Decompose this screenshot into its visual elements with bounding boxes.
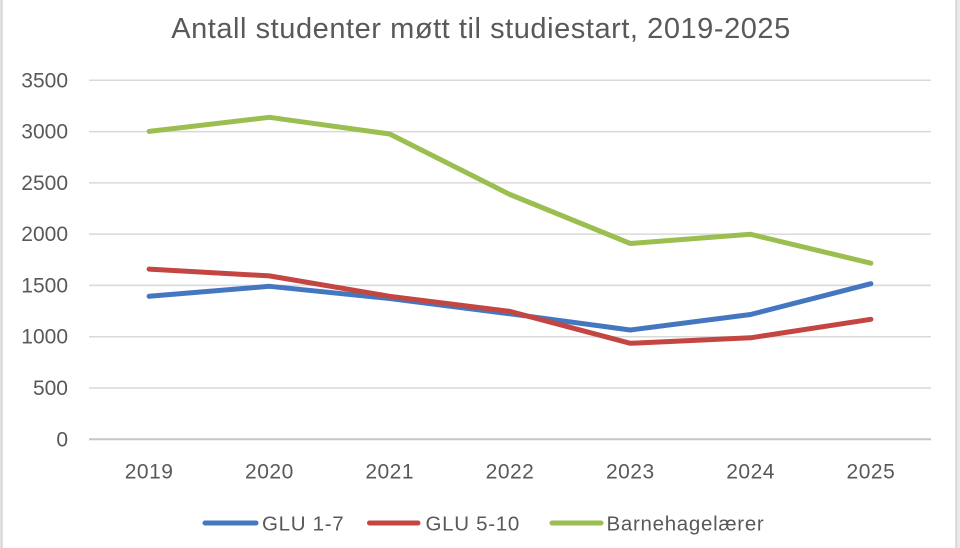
svg-text:2021: 2021 xyxy=(365,460,414,483)
svg-text:500: 500 xyxy=(33,377,68,400)
svg-text:2025: 2025 xyxy=(847,460,896,483)
svg-text:2020: 2020 xyxy=(245,460,294,483)
svg-text:3000: 3000 xyxy=(21,121,68,144)
svg-text:1000: 1000 xyxy=(21,326,68,349)
svg-text:2500: 2500 xyxy=(21,172,68,195)
svg-text:Antall studenter møtt til stud: Antall studenter møtt til studiestart, 2… xyxy=(171,13,791,45)
svg-text:GLU 5-10: GLU 5-10 xyxy=(426,513,520,536)
svg-text:3500: 3500 xyxy=(21,69,68,92)
svg-text:2022: 2022 xyxy=(486,460,535,483)
svg-text:2019: 2019 xyxy=(125,460,174,483)
svg-text:0: 0 xyxy=(56,428,68,451)
svg-text:2023: 2023 xyxy=(606,460,655,483)
svg-text:1500: 1500 xyxy=(21,274,68,297)
svg-text:Barnehagelærer: Barnehagelærer xyxy=(607,513,765,536)
svg-text:GLU 1-7: GLU 1-7 xyxy=(262,513,344,536)
svg-text:2024: 2024 xyxy=(726,460,775,483)
svg-text:2000: 2000 xyxy=(21,223,68,246)
